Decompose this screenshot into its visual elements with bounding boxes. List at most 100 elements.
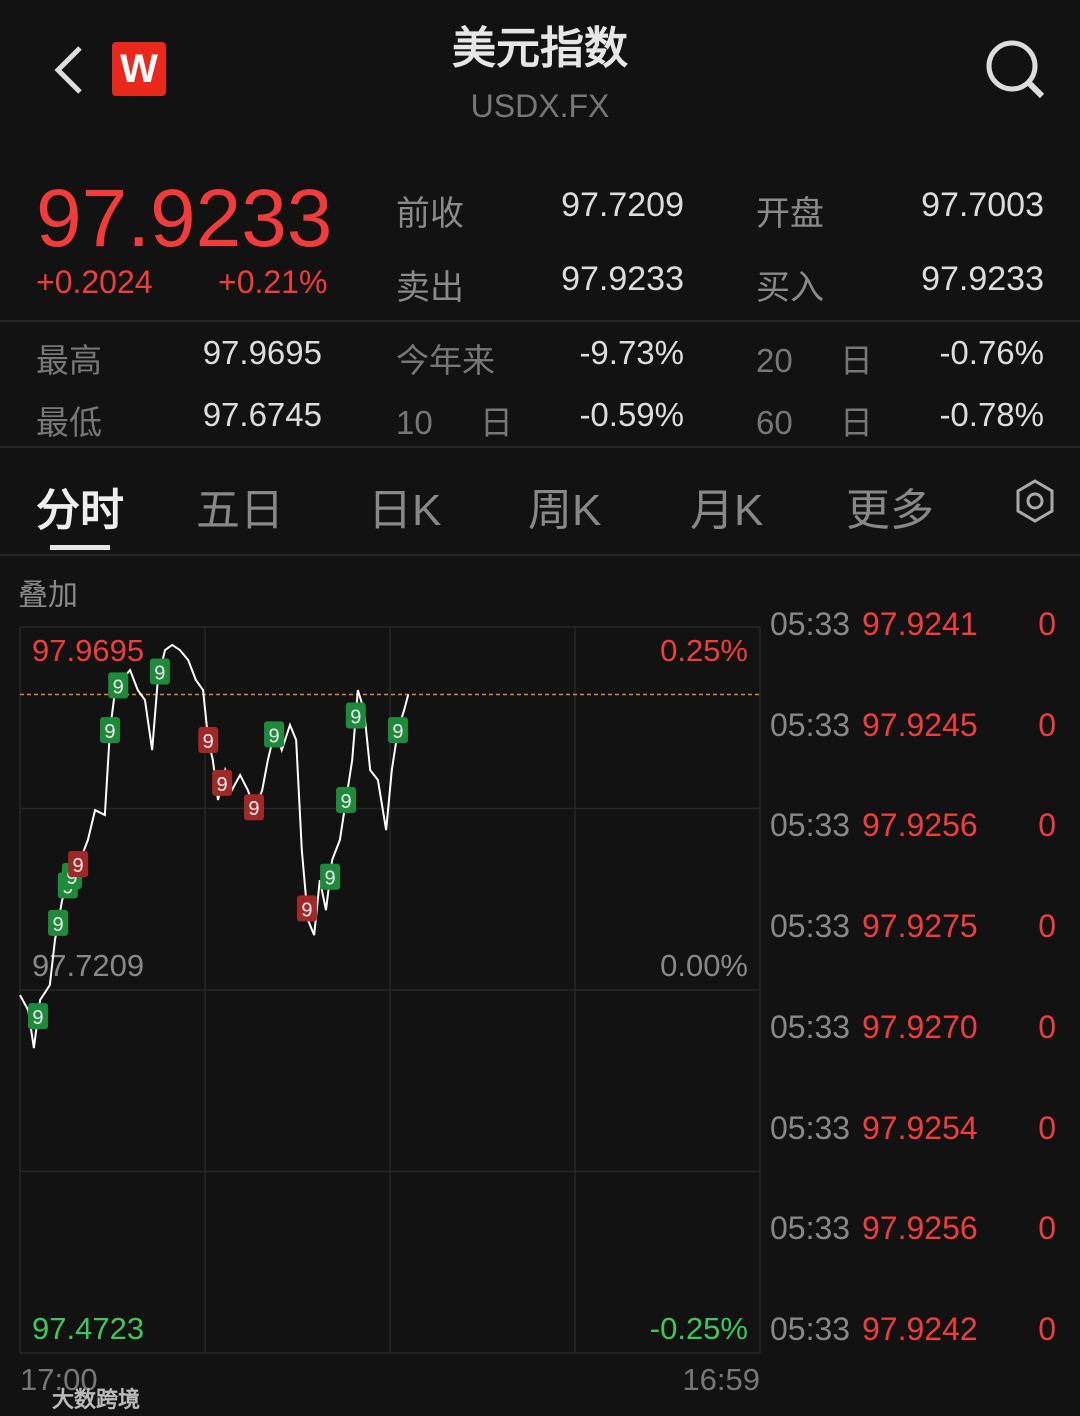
signal-marker [387,717,408,744]
trade-time: 05:33 [770,1008,851,1045]
trade-volume: 0 [1038,1109,1056,1146]
stat-label: 买入 [756,269,824,307]
signal-marker [212,769,233,796]
tab[interactable]: 月K [690,486,764,535]
trade-time: 05:33 [770,606,851,642]
x-tick-label: 16:59 [682,1362,760,1397]
signal-marker [108,672,129,699]
page-subtitle: USDX.FX [470,88,610,124]
trade-price: 97.9242 [862,1310,978,1347]
signal-label: 9 [301,899,312,921]
signal-marker [320,863,341,890]
trade-time: 05:33 [770,807,851,844]
stat-value: -9.73% [579,334,684,371]
price-change: +0.2024 [36,264,153,300]
signal-label: 9 [392,721,403,743]
tab-indicator [50,545,110,550]
trade-price: 97.9270 [862,1008,978,1045]
stat-label: 60 日 [756,404,873,441]
stat-label: 最高 [36,342,102,379]
y2-tick-label: -0.25% [650,1311,748,1346]
divider [0,554,1080,556]
signal-marker [27,1003,48,1030]
app-logo[interactable]: W [112,42,166,96]
signal-label: 9 [104,721,115,743]
signal-marker [345,702,366,729]
tab[interactable]: 周K [528,486,602,535]
tab[interactable]: 日K [368,486,442,535]
overlay-button[interactable]: 叠加 [18,579,78,612]
signal-marker [68,851,89,878]
trade-price: 97.9256 [862,807,978,844]
stat-label: 开盘 [756,195,824,233]
signal-label: 9 [203,731,214,753]
trade-time: 05:33 [770,1109,851,1146]
stat-value: 97.7003 [921,186,1044,224]
tab[interactable]: 更多 [846,486,934,535]
trade-time: 05:33 [770,908,851,945]
stat-value: 97.7209 [561,186,684,224]
signal-label: 9 [52,914,63,936]
search-button[interactable] [980,36,1050,102]
signal-label: 9 [248,798,259,820]
signal-label: 9 [340,791,351,813]
y2-tick-label: 0.00% [660,948,748,983]
watermark: 大数跨境 [52,1387,141,1412]
y-tick-label: 97.9695 [32,633,144,668]
trade-volume: 0 [1038,807,1056,844]
trade-time: 05:33 [770,1210,851,1247]
trade-volume: 0 [1038,1008,1056,1045]
signal-label: 9 [113,676,124,698]
divider [0,446,1080,448]
stat-value: -0.59% [579,396,684,433]
trade-price: 97.9241 [862,606,978,642]
signal-marker [243,794,264,821]
y-tick-label: 97.7209 [32,948,144,983]
tab[interactable]: 分时 [36,486,124,535]
x-tick-label: 17:00 [20,1362,98,1397]
intraday-chart: 97.9695 97.7209 97.4723 0.25% 0.00% -0.25% 17:… [19,626,761,1397]
signal-label: 9 [32,1007,43,1029]
trade-volume: 0 [1038,908,1056,945]
trade-volume: 0 [1038,606,1056,642]
price-change-pct: +0.21% [218,264,328,300]
y2-tick-label: 0.25% [660,633,748,668]
signal-label: 9 [66,867,77,889]
stat-value: 97.6745 [202,396,322,433]
signal-marker [48,909,69,936]
trade-price: 97.9256 [862,1210,978,1247]
back-button[interactable] [48,42,88,98]
stat-label: 前收 [396,195,464,233]
signal-marker [198,727,219,754]
trade-price: 97.9245 [862,706,978,743]
stat-label: 10 日 [396,404,513,441]
stat-value: 97.9233 [921,260,1044,298]
trade-time: 05:33 [770,1310,851,1347]
divider [0,320,1080,322]
tab[interactable]: 五日 [196,486,284,535]
trade-price: 97.9254 [862,1109,978,1146]
signal-marker [149,658,170,685]
signal-marker [336,787,357,814]
stat-label: 20 日 [756,342,873,379]
signal-marker [99,717,120,744]
trade-volume: 0 [1038,1310,1056,1347]
page-title: 美元指数 [452,24,628,73]
stat-value: -0.78% [939,396,1044,433]
signal-label: 9 [73,855,84,877]
stat-value: -0.76% [939,334,1044,371]
trade-volume: 0 [1038,706,1056,743]
signal-marker [264,721,285,748]
stat-label: 卖出 [396,269,464,307]
stat-value: 97.9695 [202,334,322,371]
signal-label: 9 [350,707,361,729]
signal-label: 9 [217,774,228,796]
signal-label: 9 [154,662,165,684]
signal-marker [296,895,317,922]
y-tick-label: 97.4723 [32,1311,144,1346]
signal-label: 9 [268,725,279,747]
stat-label: 最低 [36,404,102,441]
trade-time: 05:33 [770,706,851,743]
settings-button[interactable] [1012,478,1058,524]
